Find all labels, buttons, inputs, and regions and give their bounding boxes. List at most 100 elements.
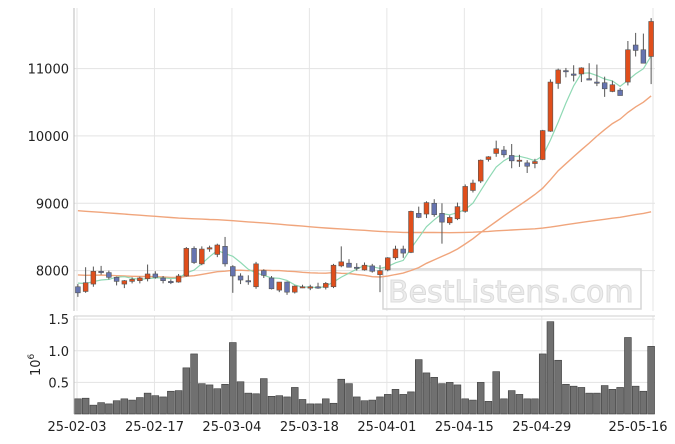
volume-bar: [298, 399, 307, 415]
volume-bar: [639, 390, 648, 415]
candle-body: [516, 159, 523, 162]
candle: [369, 263, 375, 273]
price-tick-label: 10000: [28, 130, 69, 145]
volume-bar: [492, 371, 500, 415]
volume-bar: [593, 392, 601, 415]
candle: [284, 281, 290, 295]
volume-bar: [283, 396, 291, 415]
volume-bar: [476, 382, 485, 415]
candle: [214, 243, 221, 258]
candle: [354, 263, 360, 271]
candle: [160, 275, 166, 284]
volume-bar: [438, 383, 446, 415]
volume-tick-label: 1.5: [48, 313, 69, 328]
candle-body: [524, 162, 530, 167]
candle: [361, 262, 368, 271]
candle: [501, 146, 507, 158]
candle-body: [284, 281, 290, 293]
volume-bar: [143, 392, 152, 415]
candle: [346, 259, 352, 268]
moving-average-lines: [77, 55, 652, 289]
volume-y-axis: 0.5 1.0 1.5: [48, 313, 655, 414]
candle: [137, 276, 143, 284]
volume-bar: [569, 385, 578, 415]
candle-body: [168, 281, 174, 284]
volume-bar: [562, 383, 570, 415]
volume-bar: [345, 383, 353, 415]
candle-body: [292, 285, 298, 293]
candle: [485, 156, 492, 162]
candle: [454, 202, 461, 221]
candle-body: [470, 182, 476, 191]
candle: [594, 64, 600, 87]
candle: [601, 76, 608, 97]
candle-body: [594, 81, 600, 84]
candle-body: [586, 78, 592, 81]
candle-body: [485, 156, 492, 160]
candle-body: [578, 67, 585, 75]
candle: [563, 67, 569, 78]
volume-bars: [74, 321, 655, 415]
candle: [129, 277, 135, 284]
volume-bar: [337, 378, 345, 415]
date-tick-label: 25-04-15: [435, 420, 494, 435]
volume-bar: [376, 396, 384, 415]
candle: [447, 215, 453, 225]
volume-bar: [205, 384, 214, 415]
volume-bar: [453, 384, 462, 415]
candle-body: [315, 286, 321, 289]
volume-bar: [469, 399, 477, 415]
volume-bar: [120, 398, 129, 415]
volume-bar: [329, 402, 338, 415]
volume-bar: [174, 390, 183, 415]
volume-tick-label: 0.5: [48, 376, 69, 391]
date-tick-label: 25-05-16: [608, 420, 667, 435]
volume-bar: [608, 389, 617, 415]
candle-body: [454, 206, 461, 220]
volume-bar: [523, 398, 531, 415]
volume-bar: [399, 394, 407, 415]
candle: [152, 271, 159, 279]
candle: [547, 79, 554, 132]
candle-body: [245, 280, 252, 283]
candle-body: [330, 264, 337, 288]
price-y-axis: 8000 9000 10000 11000: [28, 8, 75, 311]
volume-bar: [167, 390, 175, 415]
candle-body: [106, 272, 112, 278]
candle-body: [90, 270, 97, 285]
volume-bar: [461, 398, 469, 415]
candle-body: [648, 21, 654, 57]
volume-bar: [213, 388, 222, 415]
candle-body: [129, 279, 135, 282]
candle: [516, 154, 523, 167]
candle-body: [547, 81, 554, 132]
volume-bar: [368, 399, 376, 415]
price-tick-label: 9000: [36, 197, 69, 212]
candle-body: [307, 286, 313, 289]
candle: [640, 33, 647, 64]
volume-bar: [190, 353, 198, 415]
candle: [98, 265, 104, 275]
volume-bar: [407, 391, 415, 415]
volume-bar: [616, 387, 624, 415]
candle-body: [501, 149, 507, 156]
candle: [261, 269, 267, 279]
candle: [586, 63, 592, 81]
volume-bar: [554, 359, 562, 415]
volume-bar: [97, 402, 105, 415]
date-tick-label: 25-02-17: [125, 420, 184, 435]
volume-bar: [128, 399, 136, 415]
candle-body: [400, 248, 406, 254]
volume-bar: [306, 403, 314, 415]
candle-body: [361, 264, 368, 271]
candle: [524, 160, 530, 173]
candle: [245, 275, 252, 285]
candle: [206, 245, 213, 252]
volume-bar: [112, 400, 121, 415]
candle-body: [416, 213, 422, 218]
candle: [75, 284, 81, 297]
volume-unit-label: 106: [27, 353, 44, 376]
volume-bar: [221, 383, 229, 415]
candle-body: [152, 273, 159, 278]
candle-body: [113, 277, 120, 282]
